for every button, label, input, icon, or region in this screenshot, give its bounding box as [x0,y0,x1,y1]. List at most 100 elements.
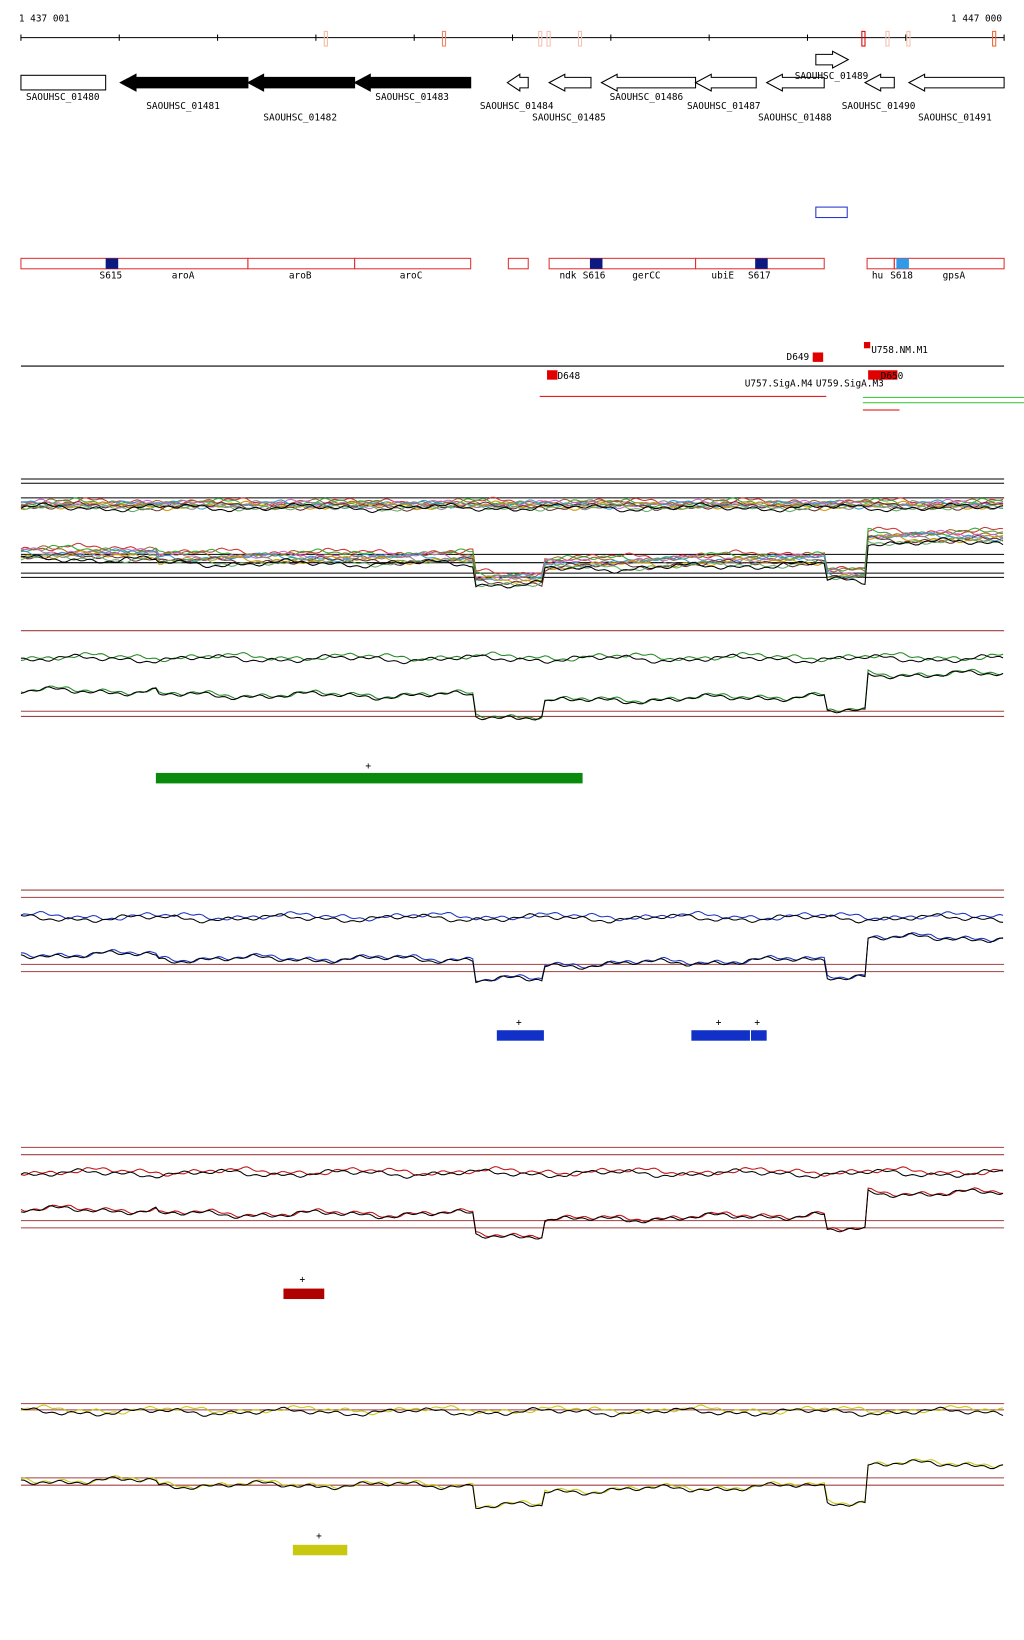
trace [20,529,1004,581]
gene-arrow [907,73,1005,92]
marker-label: U757.SigA.M4 [745,378,813,389]
trace [20,1406,1004,1418]
segment-label: + [754,1017,760,1028]
marker-label: U758.NM.M1 [871,345,928,356]
gene-label: SAOUHSC_01484 [480,101,554,112]
segment-label: + [365,761,371,772]
trace [20,527,1004,579]
feature-site [105,258,119,269]
ruler-mark [323,30,328,47]
segment-bar [691,1030,750,1041]
feature-label: aroB [289,271,312,282]
gene-arrow [765,73,825,92]
trace [20,1188,1004,1240]
feature-label: hu [872,271,883,282]
trace [20,932,1004,982]
segment-label: + [316,1531,322,1542]
marker-box [812,352,824,362]
marker-label: D650 [881,371,904,382]
gene-label: SAOUHSC_01485 [532,113,606,124]
gene-label: SAOUHSC_01487 [687,101,761,112]
trace [20,501,1004,513]
feature-box [354,257,472,270]
trace [20,537,1004,589]
ruler-mark [441,30,447,47]
gene-label: SAOUHSC_01482 [263,113,337,124]
ruler-mark [577,30,583,47]
feature-site [589,258,603,269]
feature-label: aroA [172,271,195,282]
feature-label: S615 [100,271,123,282]
gene-arrow [548,73,592,92]
feature-box [866,257,895,270]
gene-arrow [246,73,356,92]
trace [20,502,1004,514]
marker-label: D649 [787,352,810,363]
feature-site [896,258,909,269]
segment-label: + [299,1275,305,1286]
feature-label: S616 [583,271,606,282]
gene-label: SAOUHSC_01486 [610,92,684,103]
trace [20,1458,1004,1508]
trace [20,1459,1004,1510]
gene-label: SAOUHSC_01491 [918,113,992,124]
feature-label: gerCC [632,271,660,282]
ruler-mark [992,30,997,47]
feature-label: S618 [890,271,913,282]
marker-label: U759.SigA.M3 [816,378,884,389]
trace [20,913,1004,924]
trace [20,1166,1004,1177]
feature-label: ubiE [711,271,734,282]
gene-arrow [119,73,249,92]
trace [20,933,1004,984]
marker-box [868,370,898,380]
feature-label: S617 [748,271,771,282]
gene-label: SAOUHSC_01481 [146,101,220,112]
trace [20,498,1004,510]
gene-arrow [600,73,697,92]
gene-arrow [694,73,757,92]
gene-arrow [863,73,895,92]
gene-box [20,74,107,91]
gene-arrow [353,73,472,92]
trace [20,670,1004,721]
segment-bar [750,1030,767,1041]
segment-bar [292,1544,348,1556]
trace [20,651,1004,663]
segment-bar [496,1030,544,1041]
marker-box [863,342,871,349]
ruler-mark [906,30,911,47]
ruler-end: 1 447 000 [951,13,1002,24]
ruler-mark [538,30,543,47]
feature-box [507,257,529,270]
gene-label: SAOUHSC_01483 [375,92,449,103]
trace [20,501,1004,512]
feature-box [548,257,697,270]
feature-label: gpsA [943,271,966,282]
gene-label: SAOUHSC_01488 [758,113,832,124]
segment-bar [155,772,583,784]
gene-label: SAOUHSC_01490 [842,101,916,112]
ruler-mark [861,30,866,47]
gene-label: SAOUHSC_01480 [26,92,100,103]
ruler-start: 1 437 001 [19,13,70,24]
trace [20,1187,1004,1239]
trace [20,536,1004,588]
trace [20,1168,1004,1179]
ruler-mark [546,30,551,47]
trace [20,910,1004,922]
feature-label: ndk [559,271,576,282]
feature-box [815,206,848,219]
trace [20,653,1004,665]
feature-box [20,257,249,270]
gene-arrow [815,50,850,69]
gene-label: SAOUHSC_01489 [795,71,869,82]
feature-box [893,257,1005,270]
marker-box [547,370,558,380]
marker-label: D648 [557,371,580,382]
feature-site [755,258,768,269]
feature-label: aroC [400,271,423,282]
feature-box [247,257,356,270]
